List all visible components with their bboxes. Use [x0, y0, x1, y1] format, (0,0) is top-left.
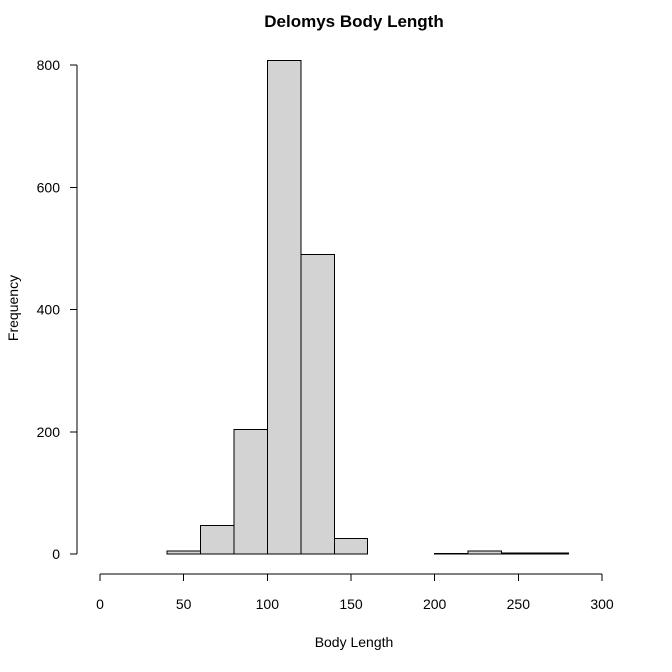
- x-axis: 0 50 100 150 200 250 300: [96, 573, 614, 612]
- histogram-bar-100-120: [266, 60, 302, 555]
- histogram-bar-40-60: [166, 550, 201, 555]
- y-tick-label-0: 0: [52, 546, 60, 562]
- x-tick-label-100: 100: [256, 596, 280, 612]
- x-tick-label-200: 200: [423, 596, 447, 612]
- y-tick-label-800: 800: [37, 57, 61, 73]
- y-tick-label-400: 400: [37, 302, 61, 318]
- histogram-bar-80-100: [233, 428, 268, 555]
- x-tick-label-0: 0: [96, 596, 104, 612]
- histogram-bar-240-260: [501, 552, 536, 555]
- bars-group: [166, 60, 570, 555]
- histogram-bar-140-160: [333, 538, 369, 555]
- x-tick-label-150: 150: [339, 596, 363, 612]
- y-axis: 0 200 400 600 800: [37, 57, 78, 562]
- x-axis-label: Body Length: [315, 634, 394, 650]
- y-tick-label-600: 600: [37, 179, 61, 195]
- histogram-bar-220-240: [467, 550, 503, 555]
- x-tick-label-50: 50: [176, 596, 192, 612]
- x-tick-label-250: 250: [507, 596, 531, 612]
- histogram-bar-260-280: [534, 552, 570, 555]
- y-axis-label: Frequency: [5, 275, 21, 341]
- chart-title: Delomys Body Length: [264, 12, 443, 31]
- histogram-bar-60-80: [199, 524, 235, 555]
- histogram-bar-200-220: [434, 552, 469, 555]
- y-tick-label-200: 200: [37, 424, 61, 440]
- histogram-bar-120-140: [300, 253, 335, 555]
- x-tick-label-300: 300: [590, 596, 614, 612]
